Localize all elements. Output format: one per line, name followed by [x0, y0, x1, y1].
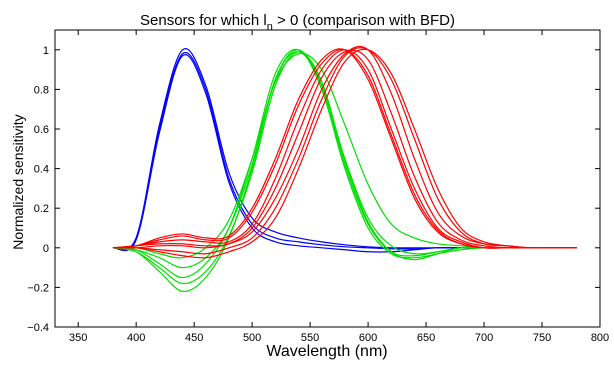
chart-title-rest: > 0 (comparison with BFD): [273, 12, 455, 29]
y-tick-label: 0: [43, 243, 49, 255]
x-axis-label: Wavelength (nm): [266, 343, 387, 360]
y-axis-label: Normalized sensitivity: [10, 114, 26, 249]
x-tick-label: 400: [127, 332, 145, 344]
y-tick-label: 0.4: [34, 164, 49, 176]
x-tick-label: 550: [301, 332, 319, 344]
y-tick-label: −0.4: [27, 322, 49, 334]
x-tick-label: 650: [417, 332, 435, 344]
red-sensor-curve: [112, 48, 577, 259]
red-sensor-curve: [112, 49, 577, 249]
y-tick-label: 1: [43, 45, 49, 57]
chart-title: Sensors for which ln > 0 (comparison wit…: [140, 12, 455, 33]
y-tick-label: 0.6: [34, 124, 49, 136]
x-tick-label: 600: [359, 332, 377, 344]
axes-layer: 350 400 450 500 550 600 650 700 750 800 −0.4 −0.2 0 0…: [27, 29, 609, 344]
x-tick-label: 350: [69, 332, 87, 344]
x-tick-label: 450: [185, 332, 203, 344]
chart-title-main: Sensors for which l: [140, 12, 267, 29]
x-tick-label: 500: [243, 332, 261, 344]
y-tick-label: −0.2: [27, 282, 49, 294]
x-tick-label: 700: [475, 332, 493, 344]
y-tick-label: 0.8: [34, 84, 49, 96]
plot-frame: [54, 29, 601, 328]
x-tick-label: 800: [591, 332, 609, 344]
y-tick-label: 0.2: [34, 203, 49, 215]
chart-title-subscript: n: [267, 21, 273, 33]
x-tick-label: 750: [533, 332, 551, 344]
series-layer: [112, 45, 577, 293]
